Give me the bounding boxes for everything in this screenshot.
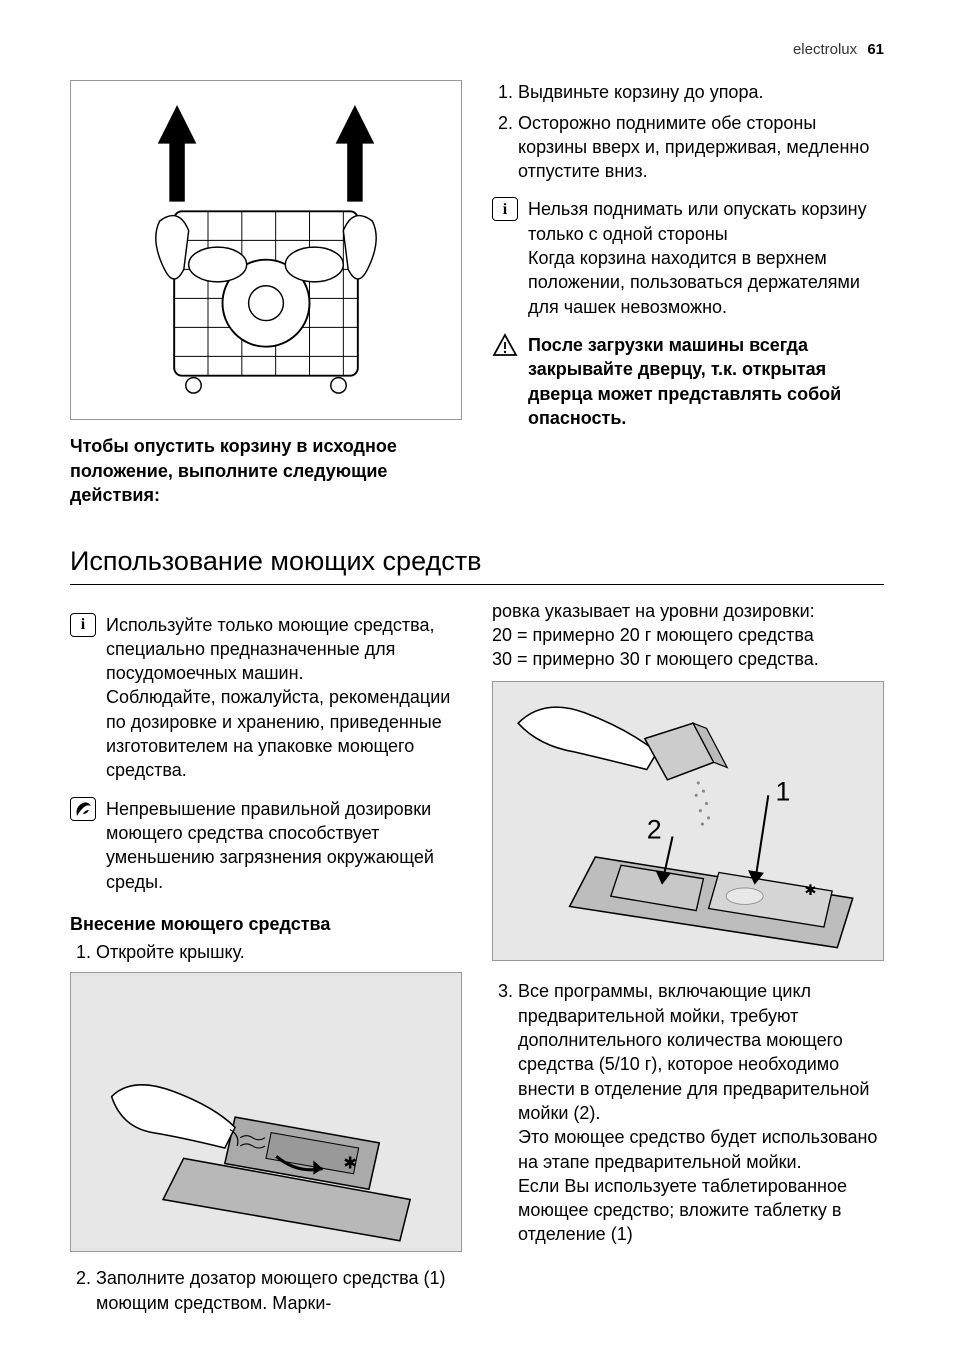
page-number: 61 — [867, 41, 884, 58]
top-section: Чтобы опустить корзину в исходное положе… — [70, 80, 884, 513]
svg-text:✱: ✱ — [804, 884, 816, 900]
basket-step-2: Осторожно поднимите обе стороны корзины … — [518, 111, 884, 184]
fill-step-1: Откройте крышку. — [96, 940, 462, 964]
lower-basket-instruction: Чтобы опустить корзину в исходное положе… — [70, 434, 462, 507]
fill-step-3: Все программы, включающие цикл предварит… — [518, 979, 884, 1246]
warning-note-text: После загрузки машины всегда закрывайте … — [528, 333, 884, 430]
fill-subheading: Внесение моющего средства — [70, 912, 462, 936]
warning-note-row: После загрузки машины всегда закрывайте … — [492, 333, 884, 430]
open-lid-illustration: ✱ — [70, 972, 462, 1252]
info-note-row: i Нельзя поднимать или опускать корзину … — [492, 197, 884, 318]
fill-steps-right: Все программы, включающие цикл предварит… — [492, 979, 884, 1246]
top-right-col: Выдвиньте корзину до упора. Осторожно по… — [492, 80, 884, 513]
info-icon: i — [70, 613, 96, 637]
detergent-section: i Используйте только моющие средства, сп… — [70, 599, 884, 1321]
eco-icon — [70, 797, 96, 821]
svg-text:✱: ✱ — [343, 1155, 357, 1173]
brand-label: electrolux — [793, 41, 857, 58]
svg-text:1: 1 — [776, 777, 791, 807]
info-note-text: Нельзя поднимать или опускать корзину то… — [528, 197, 884, 318]
fill-step-2-partial: Заполните дозатор моющего средства (1) м… — [96, 1266, 462, 1315]
svg-text:2: 2 — [647, 815, 662, 845]
detergent-right-col: ровка указывает на уровни дозировки: 20 … — [492, 599, 884, 1321]
basket-illustration — [70, 80, 462, 420]
fill-steps-left: Откройте крышку. — [70, 940, 462, 964]
detergent-info-row: i Используйте только моющие средства, сп… — [70, 613, 462, 783]
section-rule — [70, 584, 884, 585]
top-left-col: Чтобы опустить корзину в исходное положе… — [70, 80, 462, 513]
detergent-left-col: i Используйте только моющие средства, сп… — [70, 599, 462, 1321]
detergent-info-text: Используйте только моющие средства, спец… — [106, 613, 462, 783]
fill-detergent-illustration: ✱ 1 2 — [492, 681, 884, 961]
basket-step-1: Выдвиньте корзину до упора. — [518, 80, 884, 104]
step2-continuation: ровка указывает на уровни дозировки: 20 … — [492, 599, 884, 672]
warning-icon — [492, 333, 518, 357]
basket-steps: Выдвиньте корзину до упора. Осторожно по… — [492, 80, 884, 183]
fill-steps-left-2: Заполните дозатор моющего средства (1) м… — [70, 1266, 462, 1315]
eco-note-text: Непревышение правильной дозировки моющег… — [106, 797, 462, 894]
section-title: Использование моющих средств — [70, 543, 884, 579]
info-icon: i — [492, 197, 518, 221]
page-header: electrolux 61 — [70, 40, 884, 60]
eco-note-row: Непревышение правильной дозировки моющег… — [70, 797, 462, 894]
